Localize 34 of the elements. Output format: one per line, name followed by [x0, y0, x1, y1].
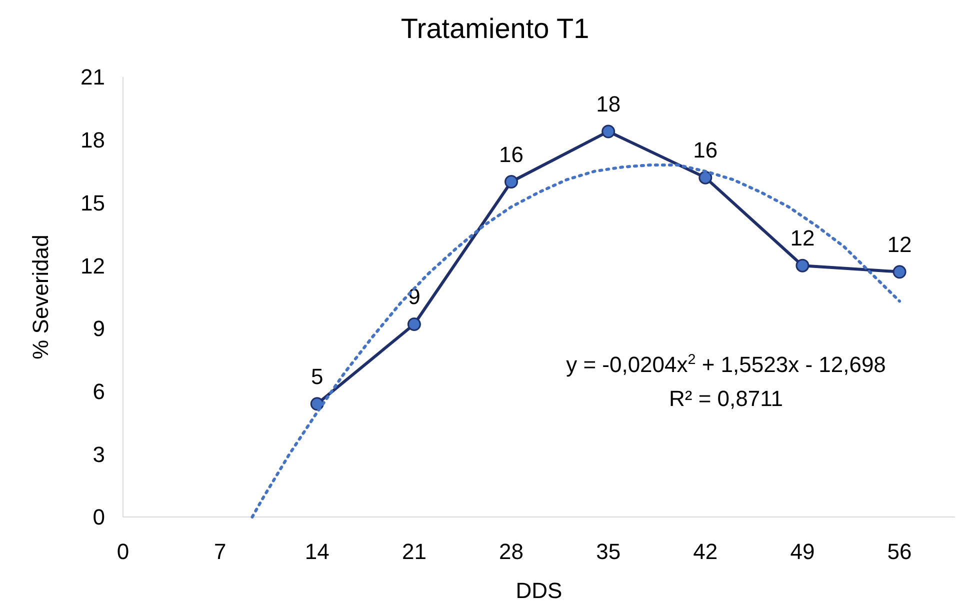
data-label: 12 — [887, 232, 912, 257]
x-tick-label: 35 — [596, 539, 621, 564]
point — [698, 170, 712, 184]
point — [796, 258, 810, 272]
x-tick-label: 56 — [887, 539, 912, 564]
data-label: 12 — [790, 226, 815, 251]
y-axis-title: % Severidad — [28, 234, 53, 360]
y-tick-label: 18 — [80, 128, 105, 153]
y-tick-label: 21 — [80, 64, 105, 90]
annotation: y = -0,0204x$^{2}$ + 1,5523x - 12,698 — [566, 352, 886, 377]
x-axis-title: DDS — [516, 578, 562, 603]
y-tick-label: 9 — [92, 316, 105, 342]
x-tick-label: 7 — [214, 539, 226, 564]
x-tick-label: 28 — [499, 539, 524, 564]
x-tick-label: 0 — [116, 539, 130, 564]
chart-title: Tratamiento T1 — [400, 13, 590, 44]
y-tick-label: 6 — [92, 378, 105, 404]
point — [602, 124, 616, 138]
x-tick-label: 42 — [693, 539, 718, 564]
point — [407, 317, 421, 331]
data-label: 18 — [596, 91, 621, 116]
annotation: R² = 0,8711 — [669, 386, 783, 411]
x-tick-label: 49 — [790, 539, 815, 564]
data-label: 5 — [311, 364, 324, 389]
y-tick-label: 0 — [92, 504, 105, 530]
point — [504, 175, 518, 189]
y-tick-label: 15 — [80, 190, 105, 216]
y-tick-label: 3 — [92, 442, 105, 467]
data-label: 16 — [693, 138, 718, 163]
x-tick-label: 21 — [402, 539, 426, 564]
x-tick-label: 14 — [304, 539, 330, 564]
y-tick-label: 12 — [80, 253, 105, 278]
point — [892, 265, 906, 279]
data-label: 16 — [499, 142, 524, 167]
